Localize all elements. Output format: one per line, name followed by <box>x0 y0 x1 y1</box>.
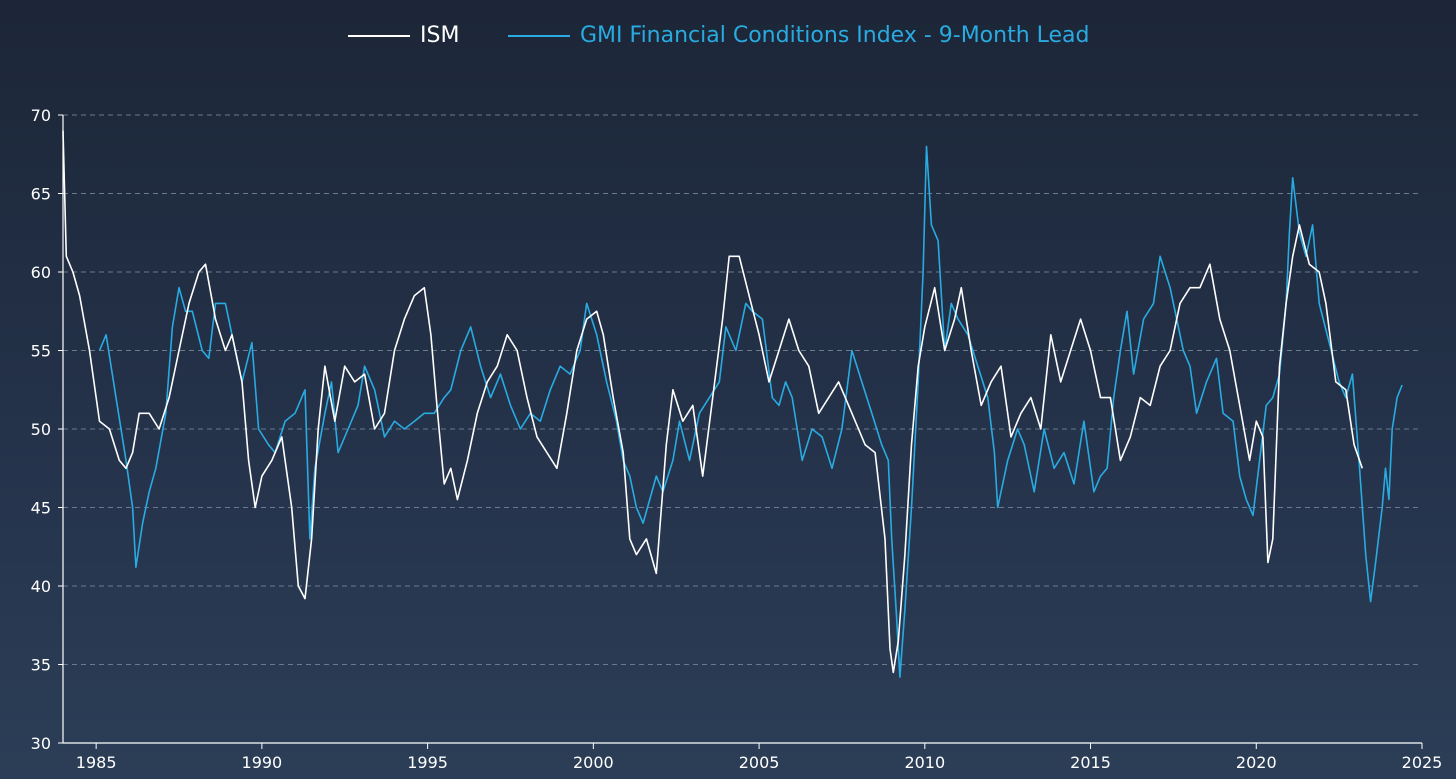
grid-lines <box>63 114 1422 665</box>
y-tick-label: 50 <box>31 420 51 439</box>
x-tick-label: 1990 <box>242 753 283 772</box>
legend-ism-label: ISM <box>420 23 459 48</box>
y-tick-label: 45 <box>31 499 51 518</box>
x-tick-label: 1985 <box>76 753 117 772</box>
x-tick-label: 2000 <box>573 753 614 772</box>
x-tick-label: 2010 <box>904 753 945 772</box>
legend-gmi-label: GMI Financial Conditions Index - 9-Month… <box>580 23 1090 48</box>
series-ism-line <box>62 130 1364 674</box>
y-tick-label: 30 <box>31 734 51 753</box>
y-tick-label: 60 <box>31 263 51 282</box>
axes: 30 35 40 45 50 55 60 65 70 1985 1990 1995 2000 2005 20… <box>31 106 1443 772</box>
x-tick-label: 2005 <box>739 753 780 772</box>
x-tick-label: 2025 <box>1402 753 1443 772</box>
y-tick-label: 40 <box>31 577 51 596</box>
legend: ISM GMI Financial Conditions Index - 9-M… <box>348 23 1090 48</box>
y-tick-label: 65 <box>31 185 51 204</box>
x-tick-label: 1995 <box>407 753 448 772</box>
x-tick-label: 2020 <box>1236 753 1277 772</box>
y-tick-label: 70 <box>31 106 51 125</box>
series-group <box>62 130 1403 678</box>
y-tick-label: 55 <box>31 342 51 361</box>
series-gmi-line <box>98 145 1403 678</box>
x-tick-label: 2015 <box>1070 753 1111 772</box>
y-tick-label: 35 <box>31 656 51 675</box>
